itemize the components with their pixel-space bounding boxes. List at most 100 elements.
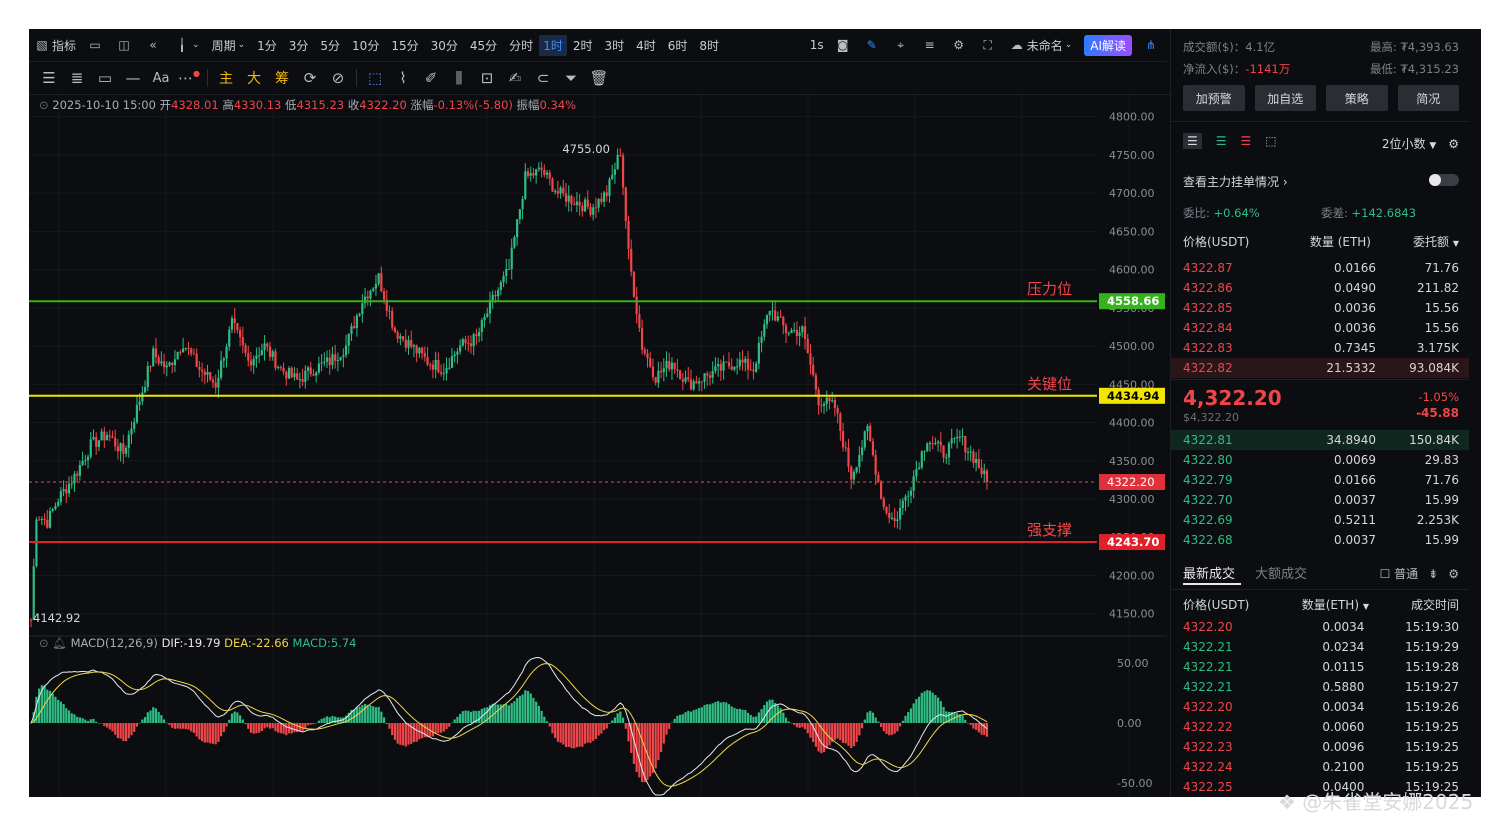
interval-5[interactable]: 30分 [430, 38, 458, 53]
interval-2[interactable]: 5分 [320, 38, 341, 53]
candle-body [698, 381, 701, 384]
compare-button[interactable]: ◫ [111, 38, 140, 52]
candle-body [211, 379, 215, 383]
add-alert-button[interactable]: 加预警 [1183, 85, 1245, 111]
hide-drawing-icon[interactable]: ⊘ [331, 69, 345, 87]
bid-row[interactable]: 4322.68 0.0037 15.99 [1171, 530, 1469, 550]
collapse-icon[interactable]: ⊙ [39, 98, 49, 112]
book-bids-icon[interactable]: ☰ [1215, 134, 1227, 148]
book-expand-icon[interactable]: ⬚ [1265, 134, 1277, 148]
edit-icon[interactable]: ✍ [508, 69, 522, 87]
interval-10[interactable]: 3时 [604, 38, 625, 53]
add-watchlist-button[interactable]: 加自选 [1254, 85, 1316, 111]
overview-button[interactable]: 简况 [1397, 85, 1459, 111]
interval-13[interactable]: 8时 [699, 38, 720, 53]
bell-icon[interactable]: 🔔︎ [52, 636, 67, 650]
interval-0[interactable]: 1分 [257, 38, 277, 53]
layout-dropdown[interactable]: ☁ 未命名 ⌄ [1010, 38, 1073, 53]
macd-bar [559, 723, 562, 743]
bid-row[interactable]: 4322.70 0.0037 15.99 [1171, 490, 1469, 510]
ask-row[interactable]: 4322.84 0.0036 15.56 [1171, 318, 1469, 338]
info-datetime: 2025-10-10 15:00 [52, 98, 156, 112]
seconds-button[interactable]: 1s [809, 38, 824, 52]
interval-8[interactable]: 1时 [539, 34, 567, 56]
draw-button[interactable]: ✎ [859, 38, 888, 52]
rectangle-icon[interactable]: ▭ [97, 69, 113, 87]
share-button[interactable]: ⋔ [1138, 38, 1167, 52]
text-tool-icon[interactable]: Aa [152, 70, 170, 86]
interval-9[interactable]: 2时 [572, 38, 593, 53]
big-order-link[interactable]: 查看主力挂单情况 › [1183, 175, 1288, 189]
chips-chip[interactable]: 筹 [275, 71, 289, 87]
tab-large-trades[interactable]: 大额成交 [1255, 567, 1308, 582]
amount-sort[interactable]: 委托额 ▼ [1413, 235, 1459, 249]
bid-row[interactable]: 4322.80 0.0069 29.83 [1171, 450, 1469, 470]
screenshot-button[interactable]: ◙ [830, 38, 859, 52]
bid-qty: 0.0037 [1334, 533, 1376, 547]
fullscreen-button[interactable]: ⛶ [975, 38, 1004, 52]
menu-icon[interactable]: ☰ [42, 69, 56, 87]
chart-type-button[interactable]: ╽ ⌄ [169, 38, 206, 52]
brush-icon[interactable]: ✐ [424, 69, 438, 87]
line-icon[interactable]: — [125, 69, 141, 87]
ask-row[interactable]: 4322.85 0.0036 15.56 [1171, 298, 1469, 318]
macd-bar [236, 712, 239, 723]
ask-row[interactable]: 4322.86 0.0490 211.82 [1171, 278, 1469, 298]
candle-body [236, 323, 239, 330]
settings-button[interactable]: ⚙ [946, 38, 975, 52]
candle-body [241, 337, 244, 346]
bid-row[interactable]: 4322.79 0.0166 71.76 [1171, 470, 1469, 490]
ask-row[interactable]: 4322.83 0.7345 3.175K [1171, 338, 1469, 358]
filter-icon[interactable]: ⏷ [564, 69, 577, 87]
ruler-icon[interactable]: ⌇ [399, 69, 407, 87]
collapse-icon[interactable]: ⊙ [39, 636, 49, 650]
interval-11[interactable]: 4时 [636, 38, 656, 53]
replay-button[interactable]: « [140, 38, 169, 52]
gear-icon[interactable]: ⚙ [1448, 566, 1459, 581]
trade-qty: 0.0060 [1322, 720, 1365, 734]
main-chip[interactable]: 主 [219, 71, 233, 87]
calendar-button[interactable]: ▭ [82, 38, 111, 52]
interval-1[interactable]: 3分 [288, 38, 309, 53]
ai-analysis-button[interactable]: AI解读 [1078, 34, 1138, 56]
interval-12[interactable]: 6时 [667, 38, 688, 53]
more-icon[interactable]: ⋯● [178, 69, 200, 87]
cursor-button[interactable]: ⌖ [888, 38, 917, 52]
interval-6[interactable]: 45分 [469, 38, 498, 53]
ask-row[interactable]: 4322.82 21.5332 93.084K [1171, 358, 1469, 378]
macd-bar [611, 720, 614, 723]
candle-body [600, 198, 603, 202]
interval-7[interactable]: 分时 [509, 38, 534, 53]
ask-row[interactable]: 4322.87 0.0166 71.76 [1171, 258, 1469, 278]
magnet-icon[interactable]: ⊂ [536, 69, 550, 87]
refresh-icon[interactable]: ⟳ [303, 69, 317, 87]
big-order-toggle[interactable] [1429, 174, 1459, 186]
period-dropdown[interactable]: 周期 ⌄ [211, 38, 246, 53]
list-button[interactable]: ≡ [917, 38, 946, 52]
gear-icon[interactable]: ⚙ [1448, 136, 1459, 151]
normal-checkbox[interactable]: ☐ 普通 [1379, 567, 1419, 581]
candle-body [654, 377, 657, 383]
tab-latest-trades[interactable]: 最新成交 [1183, 567, 1236, 582]
indicator-button[interactable]: ▧ 指标 [36, 38, 77, 53]
candle-tool-icon[interactable]: ⫼ [455, 69, 463, 87]
strategy-button[interactable]: 策略 [1326, 85, 1388, 111]
book-asks-icon[interactable]: ☰ [1240, 134, 1252, 148]
precision-dropdown[interactable]: 2位小数 ▼ [1381, 137, 1437, 151]
qty-sort[interactable]: 数量(ETH) ▼ [1301, 598, 1369, 612]
chart-area[interactable]: 4800.004750.004700.004650.004600.004550.… [29, 95, 1237, 797]
candle-body [605, 192, 608, 196]
interval-4[interactable]: 15分 [391, 38, 419, 53]
trash-icon[interactable]: 🗑 [589, 69, 609, 87]
lock-icon[interactable]: ⊡ [480, 69, 494, 87]
price-chart[interactable]: 4800.004750.004700.004650.004600.004550.… [29, 95, 1237, 797]
hlines-icon[interactable]: ≣ [70, 69, 84, 87]
interval-3[interactable]: 10分 [352, 38, 380, 53]
filter-icon[interactable]: ⇟ [1428, 566, 1439, 581]
bid-row[interactable]: 4322.81 34.8940 150.84K [1171, 430, 1469, 450]
candle-body [233, 318, 236, 324]
large-chip[interactable]: 大 [247, 71, 261, 87]
select-icon[interactable]: ⬚ [367, 69, 383, 87]
book-both-icon[interactable]: ☰ [1183, 133, 1202, 149]
bid-row[interactable]: 4322.69 0.5211 2.253K [1171, 510, 1469, 530]
